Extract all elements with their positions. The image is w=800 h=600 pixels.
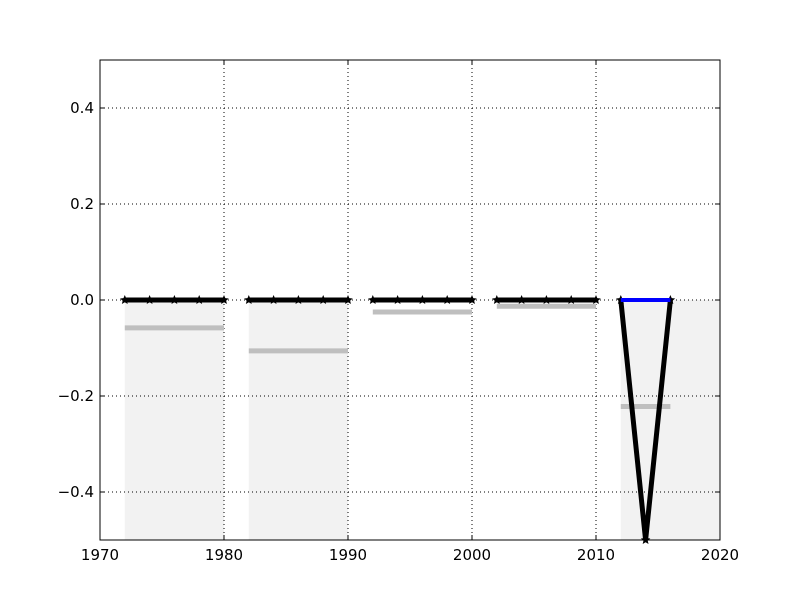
data-point-2-2 <box>417 295 428 305</box>
y-tick-label-0: −0.4 <box>58 483 94 501</box>
data-point-1-3 <box>318 295 328 305</box>
data-point-1-0 <box>244 295 254 305</box>
data-point-3-3 <box>566 295 576 305</box>
y-tick-label-2: 0.0 <box>70 291 94 309</box>
data-point-0-1 <box>144 295 155 305</box>
data-point-3-1 <box>516 295 527 305</box>
data-point-1-1 <box>268 295 279 305</box>
data-point-0-0 <box>120 295 130 305</box>
data-point-0-2 <box>169 295 180 305</box>
x-tick-label-0: 1970 <box>81 546 119 564</box>
y-tick-label-4: 0.4 <box>70 99 94 117</box>
x-tick-label-5: 2020 <box>701 546 739 564</box>
data-point-2-4 <box>467 295 477 305</box>
shaded-regions <box>124 300 720 540</box>
data-point-3-2 <box>541 295 552 305</box>
x-tick-label-1: 1980 <box>205 546 243 564</box>
x-tick-label-3: 2000 <box>453 546 491 564</box>
data-point-3-4 <box>591 295 601 305</box>
data-point-0-3 <box>194 295 204 305</box>
y-axis-ticks: −0.4 −0.2 0.0 0.2 0.4 <box>58 99 720 501</box>
data-point-2-0 <box>368 295 378 305</box>
mean-segments <box>124 303 671 410</box>
data-point-3-0 <box>492 295 502 305</box>
data-point-1-4 <box>343 295 353 305</box>
data-point-0-4 <box>219 295 229 305</box>
x-tick-label-4: 2010 <box>577 546 615 564</box>
shaded-region-1 <box>248 300 348 540</box>
y-tick-label-1: −0.2 <box>58 387 94 405</box>
y-tick-label-3: 0.2 <box>70 195 94 213</box>
x-tick-label-2: 1990 <box>329 546 367 564</box>
data-point-2-1 <box>392 295 403 305</box>
shaded-region-2 <box>620 300 720 540</box>
data-point-1-2 <box>293 295 304 305</box>
x-axis-ticks: 1970 1980 1990 2000 2010 2020 <box>81 60 739 564</box>
data-point-2-3 <box>442 295 452 305</box>
shaded-region-0 <box>124 300 224 540</box>
